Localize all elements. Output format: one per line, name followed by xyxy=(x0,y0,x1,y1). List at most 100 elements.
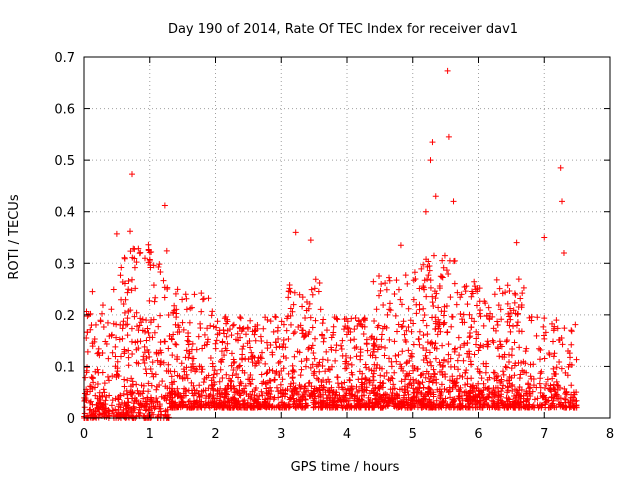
data-point xyxy=(256,393,263,400)
data-point xyxy=(416,285,423,292)
data-point xyxy=(405,381,412,388)
data-point xyxy=(151,329,158,336)
data-point xyxy=(180,326,187,333)
data-point xyxy=(398,365,405,372)
data-point xyxy=(459,373,466,380)
data-point xyxy=(245,325,252,332)
data-point xyxy=(363,364,370,371)
data-point xyxy=(329,394,336,401)
data-point xyxy=(420,401,427,408)
data-point xyxy=(258,388,265,395)
data-point xyxy=(247,344,254,351)
data-point xyxy=(438,368,445,375)
data-point xyxy=(439,372,446,379)
data-point xyxy=(475,380,482,387)
data-point xyxy=(100,324,107,331)
data-point xyxy=(119,335,126,342)
data-point xyxy=(237,392,244,399)
data-point xyxy=(102,338,109,345)
data-point xyxy=(299,327,306,334)
data-point xyxy=(248,349,255,356)
data-point xyxy=(507,309,514,316)
data-point xyxy=(539,393,546,400)
data-point xyxy=(275,335,282,342)
data-point xyxy=(296,382,303,389)
data-point xyxy=(161,338,168,345)
data-point xyxy=(386,400,393,407)
data-point xyxy=(355,317,362,324)
data-point xyxy=(285,288,292,295)
data-point xyxy=(213,404,220,411)
data-point xyxy=(348,404,355,411)
data-point xyxy=(424,276,431,283)
data-point xyxy=(201,342,208,349)
data-point xyxy=(243,404,250,411)
data-point xyxy=(426,378,433,385)
data-point xyxy=(500,371,507,378)
data-point xyxy=(100,386,107,393)
data-point xyxy=(137,315,144,322)
data-point xyxy=(566,350,573,357)
data-point xyxy=(205,385,212,392)
data-point xyxy=(537,356,544,363)
data-point xyxy=(142,398,149,405)
data-point xyxy=(149,359,156,366)
data-point xyxy=(157,361,164,368)
data-point xyxy=(378,280,385,287)
data-point xyxy=(276,371,283,378)
data-point xyxy=(451,280,458,287)
data-point xyxy=(137,249,144,256)
data-point xyxy=(225,398,232,405)
data-point xyxy=(463,392,470,399)
data-point xyxy=(208,312,215,319)
data-point xyxy=(525,380,532,387)
data-point xyxy=(361,317,368,324)
data-point xyxy=(291,289,298,296)
data-point xyxy=(109,373,116,380)
data-point xyxy=(159,378,166,385)
data-point xyxy=(164,411,171,418)
data-point xyxy=(329,404,336,411)
data-point xyxy=(543,381,550,388)
data-point xyxy=(290,301,297,308)
data-point xyxy=(416,341,423,348)
data-point xyxy=(562,389,569,396)
data-point xyxy=(413,301,420,308)
data-point xyxy=(124,315,131,322)
data-point xyxy=(548,388,555,395)
data-point xyxy=(424,359,431,366)
data-point xyxy=(148,382,155,389)
data-point xyxy=(298,358,305,365)
data-point xyxy=(430,366,437,373)
data-point xyxy=(369,373,376,380)
data-point xyxy=(485,393,492,400)
data-point xyxy=(143,317,150,324)
data-point xyxy=(113,334,120,341)
data-point xyxy=(429,293,436,300)
data-point xyxy=(121,350,128,357)
data-point xyxy=(494,318,501,325)
data-point xyxy=(402,372,409,379)
data-point xyxy=(468,361,475,368)
data-point xyxy=(471,278,478,285)
data-point xyxy=(527,373,534,380)
data-point xyxy=(445,341,452,348)
data-point xyxy=(386,300,393,307)
data-point xyxy=(267,384,274,391)
data-point xyxy=(428,373,435,380)
axis-ticks: 0 1 2 3 4 5 6 7 8 0 0.1 0.2 0.3 0.4 0.5 0.6 0.7 xyxy=(54,51,614,442)
data-point xyxy=(403,327,410,334)
data-point xyxy=(234,330,241,337)
data-point xyxy=(154,357,161,364)
data-point xyxy=(345,401,352,408)
data-point xyxy=(128,325,135,332)
data-point xyxy=(429,139,436,146)
data-point xyxy=(448,323,455,330)
data-point xyxy=(364,347,371,354)
data-point xyxy=(236,362,243,369)
data-point xyxy=(427,340,434,347)
data-point xyxy=(309,342,316,349)
data-point xyxy=(508,383,515,390)
data-point xyxy=(448,313,455,320)
data-point xyxy=(95,345,102,352)
